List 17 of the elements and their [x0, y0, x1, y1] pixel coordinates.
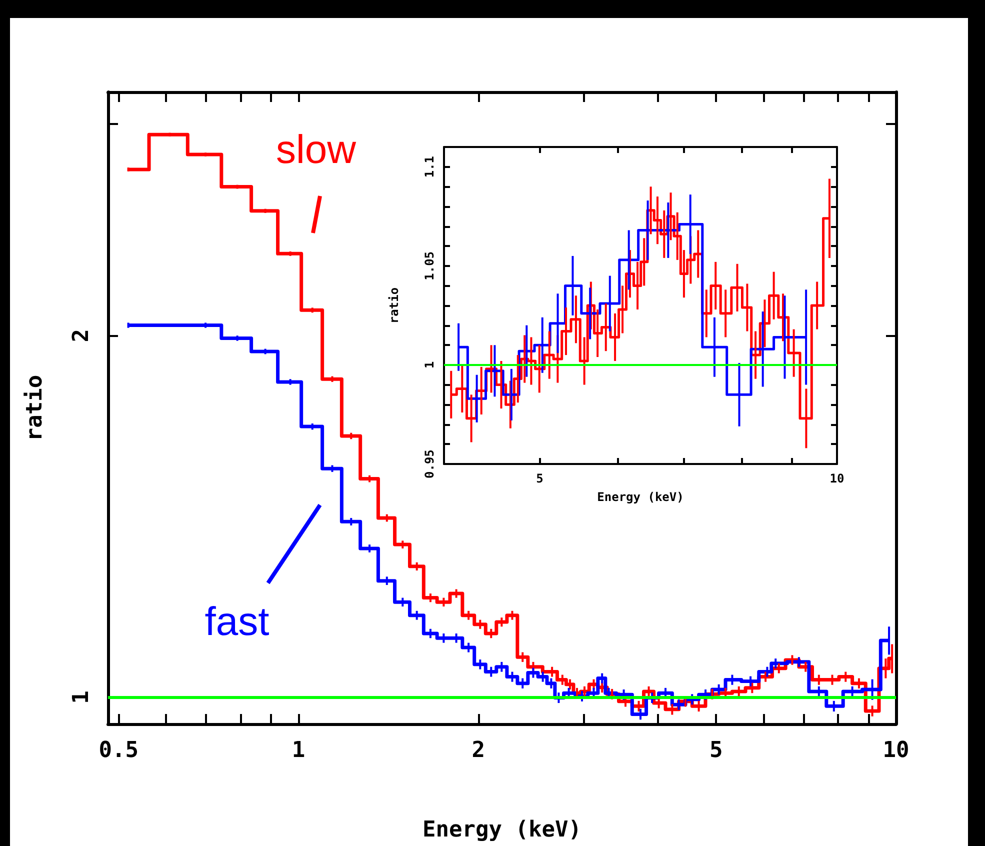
x-tick-label: 1 — [292, 738, 306, 763]
x-tick-label: 2 — [472, 738, 485, 763]
x-tick-label: 10 — [882, 738, 910, 763]
y-tick-label: 1.1 — [422, 156, 437, 178]
series-label: slow — [276, 128, 356, 172]
x-tick-label: 5 — [536, 471, 544, 486]
y-axis-title: ratio — [22, 374, 48, 442]
x-axis-title: Energy (keV) — [597, 490, 684, 504]
x-tick-label: 0.5 — [98, 738, 138, 763]
y-tick-label: 1.05 — [422, 251, 437, 280]
y-tick-label: 1 — [422, 361, 437, 369]
y-tick-label: 0.95 — [422, 450, 437, 478]
x-axis-title: Energy (keV) — [422, 818, 582, 842]
legend-label: fast — [204, 600, 270, 644]
y-axis-title: ratio — [387, 287, 401, 324]
x-tick-label: 5 — [710, 738, 723, 763]
x-tick-label: 10 — [830, 471, 844, 486]
